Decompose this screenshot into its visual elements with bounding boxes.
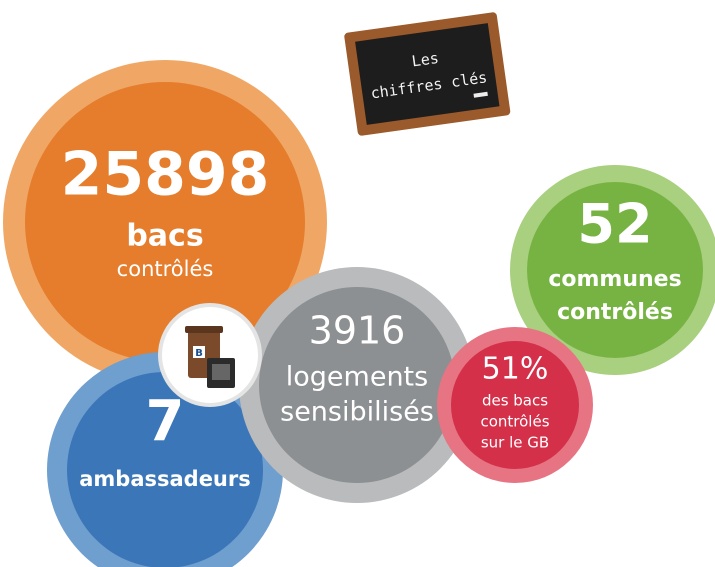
stat-number: 52 [577,193,652,256]
chalkboard: Les chiffres clés [344,12,511,136]
stat-number: 51% [482,352,549,387]
bin-panel [212,364,230,380]
stat-label: communes [548,267,681,292]
stat-number: 25898 [61,140,270,210]
stat-label: contrôlés [557,300,673,325]
stat-label: des bacs [482,392,548,410]
chalkboard-line: Les [411,49,440,71]
bin-lid [185,326,223,333]
infographic: B Les chiffres clés 25898 bacs contrôlés… [0,0,715,567]
stat-label: sensibilisés [280,397,434,428]
stat-label: contrôlés [480,413,549,431]
stat-label: bacs [126,219,203,254]
stat-number: 7 [146,389,185,454]
stat-label: contrôlés [117,257,214,281]
stat-label: sur le GB [481,434,549,452]
stat-number: 3916 [309,309,406,353]
stat-label: ambassadeurs [79,467,251,491]
bin-letter: B [195,348,203,359]
stat-label: logements [286,362,428,393]
